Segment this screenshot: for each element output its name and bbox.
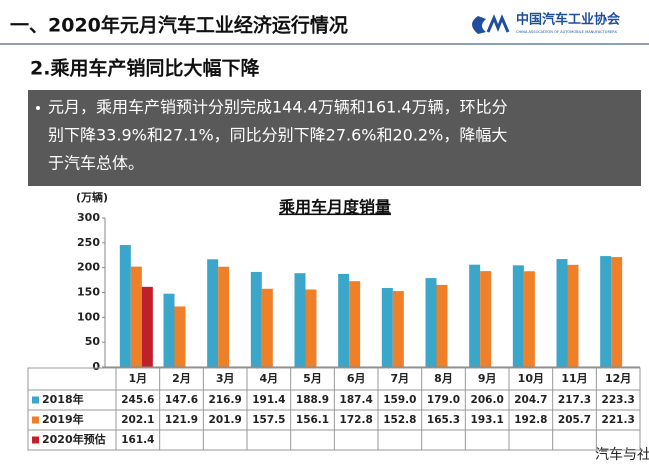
bar [261,288,273,367]
bar [381,288,393,367]
table-value: 221.3 [602,414,635,426]
watermark: 汽车与社会 [595,446,649,463]
bullet-dot [36,106,40,110]
table-value: 206.0 [471,394,504,406]
table-value: 204.7 [514,394,547,406]
table-value: 192.8 [514,414,547,426]
x-tick-label: 4月 [260,372,279,385]
bar [425,278,437,367]
y-tick-label: 0 [92,360,100,373]
table-value: 216.9 [209,394,242,406]
bullet-text: 于汽车总体。 [48,154,144,173]
bar [512,265,524,367]
y-tick-label: 50 [85,335,101,348]
y-tick-label: 150 [77,286,100,299]
bar [480,271,492,367]
table-value: 191.4 [252,394,285,406]
table-value: 165.3 [427,414,460,426]
legend-swatch [32,416,39,424]
bullet-box [28,90,641,186]
legend-swatch [32,436,39,444]
table-value: 147.6 [165,394,198,406]
x-tick-label: 2月 [172,372,191,385]
logo: 中国汽车工业协会 CHINA ASSOCIATION OF AUTOMOBILE… [472,12,621,34]
table-value: 223.3 [602,394,635,406]
legend-label: 2019年 [42,412,84,426]
subtitle: 2.乘用车产销同比大幅下降 [30,57,260,80]
legend-swatch [32,396,39,404]
bullet-text: 别下降33.9%和27.1%，同比分别下降27.6%和20.2%，降幅大 [48,126,507,145]
x-tick-label: 3月 [216,372,235,385]
bar [163,293,175,367]
bar [174,306,186,367]
bar [556,259,568,367]
bar [119,245,131,367]
bar [250,271,262,367]
bar [349,281,361,367]
bar [469,264,481,367]
bar [294,273,306,367]
legend-label: 2020年预估 [42,432,106,446]
table-value: 157.5 [252,414,285,426]
table-value: 193.1 [471,414,504,426]
bar [207,259,219,367]
y-tick-label: 100 [77,310,100,323]
table-value: 201.9 [209,414,242,426]
table-value: 187.4 [340,394,373,406]
bar [567,264,579,367]
x-tick-label: 8月 [434,372,453,385]
y-axis-label: (万辆) [76,190,108,204]
page-title: 一、2020年元月汽车工业经济运行情况 [10,14,348,37]
y-tick-label: 200 [77,261,100,274]
table-value: 161.4 [121,434,154,446]
bullet-text: 元月，乘用车产销预计分别完成144.4万辆和161.4万辆，环比分 [48,98,508,117]
logo-subtext: CHINA ASSOCIATION OF AUTOMOBILE MANUFACT… [516,30,618,34]
table-value: 172.8 [340,414,373,426]
bar [218,266,230,367]
x-tick-label: 9月 [478,372,497,385]
legend-label: 2018年 [42,392,84,406]
table-value: 152.8 [383,414,416,426]
bar [141,286,153,367]
table-value: 121.9 [165,414,198,426]
table-value: 217.3 [558,394,591,406]
bar [305,289,317,367]
y-tick-label: 300 [77,211,100,224]
logo-text: 中国汽车工业协会 [516,12,621,28]
x-tick-label: 5月 [303,372,322,385]
chart-title: 乘用车月度销量 [278,198,391,217]
table-value: 188.9 [296,394,329,406]
table-value: 245.6 [121,394,154,406]
y-tick-label: 250 [77,236,100,249]
x-tick-label: 1月 [129,372,148,385]
bar [523,271,535,367]
table-value: 179.0 [427,394,460,406]
x-tick-label: 12月 [605,372,631,385]
bar [392,291,404,367]
bar [436,284,448,367]
x-tick-label: 7月 [391,372,410,385]
bar [338,273,350,367]
table-value: 159.0 [383,394,416,406]
x-tick-label: 6月 [347,372,366,385]
bar [611,257,623,367]
x-tick-label: 10月 [518,372,544,385]
table-value: 156.1 [296,414,329,426]
table-value: 202.1 [121,414,154,426]
logo-mark [486,14,510,33]
table-value: 205.7 [558,414,591,426]
bar [130,266,142,367]
bar [600,256,612,367]
x-tick-label: 11月 [561,372,587,385]
logo-mark [472,16,486,34]
